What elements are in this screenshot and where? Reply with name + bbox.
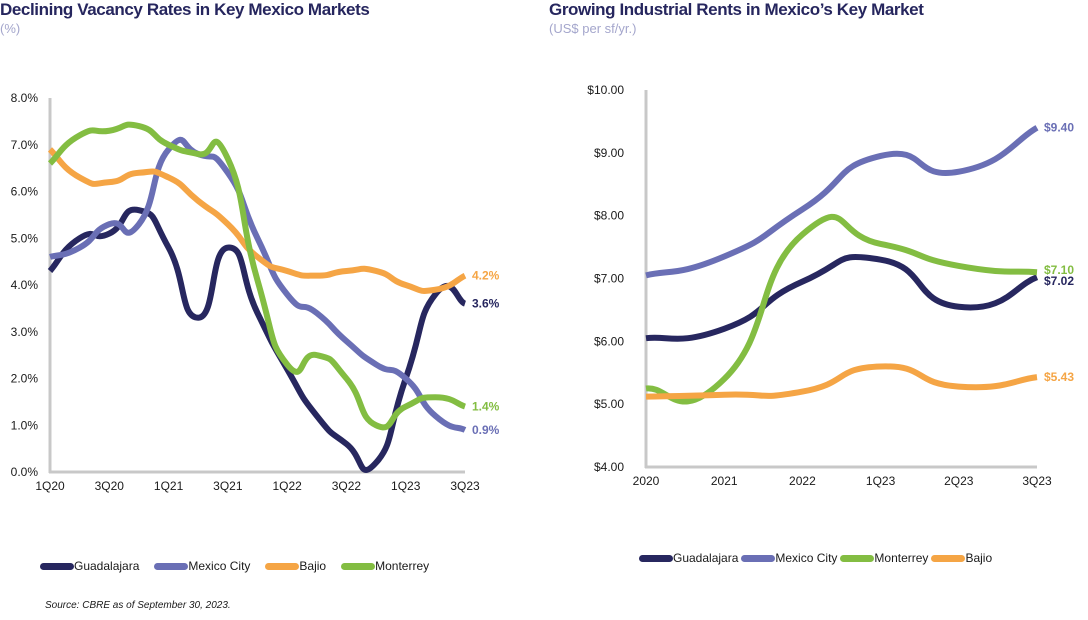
vacancy-x-tick-label: 3Q20 xyxy=(95,479,125,493)
rent-end-label-monterrey: $7.10 xyxy=(1044,263,1074,277)
legend-label-bajio: Bajio xyxy=(965,551,993,565)
vacancy-end-label-guadalajara: 3.6% xyxy=(472,297,500,311)
left-chart-title: Declining Vacancy Rates in Key Mexico Ma… xyxy=(0,0,370,19)
legend-label-bajio: Bajio xyxy=(299,559,327,573)
vacancy-series-guadalajara xyxy=(47,206,467,473)
vacancy-x-tick-label: 1Q20 xyxy=(35,479,65,493)
vacancy-series-monterrey xyxy=(47,121,467,431)
vacancy-end-label-bajio: 4.2% xyxy=(472,269,500,283)
legend-swatch-monterrey xyxy=(840,554,875,562)
right-legend: Guadalajara Mexico City Monterrey Bajio xyxy=(639,551,995,565)
vacancy-x-tick-label: 3Q22 xyxy=(332,479,362,493)
vacancy-x-tick-label: 1Q21 xyxy=(154,479,184,493)
source-note: Source: CBRE as of September 30, 2023. xyxy=(45,600,231,611)
vacancy-y-tick-label: 5.0% xyxy=(11,231,39,245)
rent-end-label-mexico-city: $9.40 xyxy=(1044,121,1074,135)
legend-item-monterrey: Monterrey xyxy=(840,551,928,565)
vacancy-y-tick-label: 2.0% xyxy=(11,372,39,386)
vacancy-series-bajio xyxy=(47,147,467,294)
rent-y-tick-label: $4.00 xyxy=(594,460,624,474)
rent-series-guadalajara xyxy=(645,254,1039,342)
legend-label-monterrey: Monterrey xyxy=(375,559,430,573)
vacancy-y-tick-label: 7.0% xyxy=(11,138,39,152)
legend-item-bajio: Bajio xyxy=(265,559,326,573)
legend-item-mexico-city: Mexico City xyxy=(154,559,250,573)
legend-label-monterrey: Monterrey xyxy=(874,551,929,565)
rent-x-tick-label: 2022 xyxy=(789,474,816,488)
rent-x-tick-label: 3Q23 xyxy=(1022,474,1052,488)
legend-swatch-guadalajara xyxy=(40,562,74,570)
vacancy-x-tick-label: 3Q23 xyxy=(450,479,480,493)
legend-item-monterrey: Monterrey xyxy=(341,559,429,573)
vacancy-y-tick-label: 8.0% xyxy=(11,91,39,105)
rent-end-label-guadalajara: $7.02 xyxy=(1044,274,1074,288)
rent-x-tick-label: 2021 xyxy=(711,474,738,488)
rent-series-bajio xyxy=(645,363,1038,400)
rent-y-tick-label: $9.00 xyxy=(594,146,624,160)
legend-label-guadalajara: Guadalajara xyxy=(673,551,739,565)
vacancy-chart: 0.0% 1.0% 2.0% 3.0% 4.0% 5.0% 6.0% 7.0% 8.0% 1Q20… xyxy=(11,91,500,493)
vacancy-x-tick-label: 1Q22 xyxy=(272,479,302,493)
vacancy-end-label-monterrey: 1.4% xyxy=(472,400,500,414)
left-chart-subtitle: (%) xyxy=(0,21,21,36)
rent-y-tick-label: $5.00 xyxy=(594,397,624,411)
vacancy-x-tick-label: 3Q21 xyxy=(213,479,243,493)
legend-item-guadalajara: Guadalajara xyxy=(639,551,738,565)
legend-label-mexico-city: Mexico City xyxy=(188,559,251,573)
rent-y-tick-label: $6.00 xyxy=(594,334,624,348)
vacancy-y-tick-label: 3.0% xyxy=(11,325,39,339)
legend-swatch-mexico-city xyxy=(154,562,189,570)
rent-end-label-bajio: $5.43 xyxy=(1044,370,1074,384)
rent-series-monterrey xyxy=(645,213,1038,405)
legend-swatch-mexico-city xyxy=(741,554,776,562)
legend-swatch-monterrey xyxy=(341,562,376,570)
vacancy-y-tick-label: 6.0% xyxy=(11,185,39,199)
vacancy-y-tick-label: 1.0% xyxy=(11,418,39,432)
rent-series-mexico-city xyxy=(645,125,1039,279)
rent-y-tick-label: $8.00 xyxy=(594,209,624,223)
rent-x-tick-label: 2020 xyxy=(633,474,660,488)
legend-swatch-bajio xyxy=(931,554,966,562)
left-legend: Guadalajara Mexico City Bajio Monterrey xyxy=(40,559,444,573)
legend-swatch-bajio xyxy=(265,562,300,570)
right-chart-subtitle: (US$ per sf/yr.) xyxy=(549,21,637,36)
legend-item-mexico-city: Mexico City xyxy=(741,551,837,565)
rent-y-tick-label: $10.00 xyxy=(587,83,624,97)
rent-y-tick-label: $7.00 xyxy=(594,272,624,286)
vacancy-y-tick-label: 4.0% xyxy=(11,278,39,292)
legend-label-mexico-city: Mexico City xyxy=(775,551,838,565)
vacancy-y-tick-label: 0.0% xyxy=(11,465,39,479)
legend-item-guadalajara: Guadalajara xyxy=(40,559,139,573)
right-chart-title: Growing Industrial Rents in Mexico’s Key… xyxy=(549,0,924,19)
rent-chart: $4.00 $5.00 $6.00 $7.00 $8.00 $9.00 $10.00 2020… xyxy=(587,83,1074,488)
rent-x-tick-label: 2Q23 xyxy=(944,474,974,488)
legend-label-guadalajara: Guadalajara xyxy=(74,559,140,573)
legend-swatch-guadalajara xyxy=(639,554,673,562)
vacancy-x-tick-label: 1Q23 xyxy=(391,479,421,493)
legend-item-bajio: Bajio xyxy=(931,551,992,565)
rent-x-tick-label: 1Q23 xyxy=(866,474,896,488)
vacancy-end-label-mexico-city: 0.9% xyxy=(472,423,500,437)
vacancy-series-mexico-city xyxy=(49,136,467,433)
